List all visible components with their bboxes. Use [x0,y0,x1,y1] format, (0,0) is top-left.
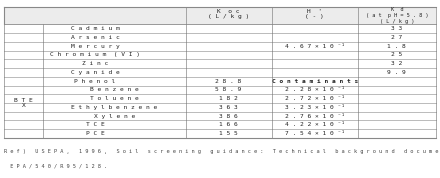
Text: 5 8 . 9: 5 8 . 9 [216,87,242,92]
Text: T C E: T C E [85,122,104,127]
Text: A r s e n i c: A r s e n i c [70,35,119,40]
Bar [4,7,436,24]
Text: 1 5 5: 1 5 5 [219,131,238,136]
Text: 1 . 8: 1 . 8 [387,44,406,49]
Text: C y a n i d e: C y a n i d e [70,70,119,75]
Text: B e n z e n e: B e n z e n e [90,87,139,92]
Text: 2 8 . 8: 2 8 . 8 [216,79,242,84]
Text: 2 . 7 2 × 1 0 ⁻¹: 2 . 7 2 × 1 0 ⁻¹ [285,96,345,101]
Text: P h e n o l: P h e n o l [74,79,116,84]
Text: C o n t a m i n a n t s: C o n t a m i n a n t s [272,79,358,84]
Text: E t h y l b e n z e n e: E t h y l b e n z e n e [71,105,158,110]
Text: 3 . 2 3 × 1 0 ⁻¹: 3 . 2 3 × 1 0 ⁻¹ [285,105,345,110]
Text: 4 . 6 7 × 1 0 ⁻¹: 4 . 6 7 × 1 0 ⁻¹ [285,44,345,49]
Text: 4 . 2 2 × 1 0 ⁻¹: 4 . 2 2 × 1 0 ⁻¹ [285,122,345,127]
Text: T o l u e n e: T o l u e n e [90,96,139,101]
Text: K  d
( a t  p H = 5 . 8 )
( L / k g ): K d ( a t p H = 5 . 8 ) ( L / k g ) [366,7,428,24]
Text: 2 5: 2 5 [391,53,403,57]
Text: X y l e n e: X y l e n e [94,114,135,119]
Text: M e r c u r y: M e r c u r y [70,44,119,49]
Text: 3 2: 3 2 [391,61,403,66]
Text: H  '
( - ): H ' ( - ) [305,9,324,19]
Text: 2 . 2 8 × 1 0 ⁻¹: 2 . 2 8 × 1 0 ⁻¹ [285,87,345,92]
Text: K  o c
( L / k g ): K o c ( L / k g ) [208,9,249,19]
Text: 9 . 9: 9 . 9 [387,70,406,75]
Text: 2 7: 2 7 [391,35,403,40]
Text: 3 3: 3 3 [391,26,403,31]
Text: 2 . 7 6 × 1 0 ⁻¹: 2 . 7 6 × 1 0 ⁻¹ [285,114,345,119]
Text: B T E
X: B T E X [15,98,33,108]
Text: P C E: P C E [85,131,104,136]
Text: 1 8 2: 1 8 2 [219,96,238,101]
Text: E P A / 5 4 0 / R 9 5 / 1 2 8 .: E P A / 5 4 0 / R 9 5 / 1 2 8 . [4,163,107,168]
Text: 1 6 6: 1 6 6 [219,122,238,127]
Text: R e f )   U S E P A ,   1 9 9 6 ,   S o i l   s c r e e n i n g   g u i d a n c : R e f ) U S E P A , 1 9 9 6 , S o i l s … [4,149,440,154]
Text: 7 . 5 4 × 1 0 ⁻¹: 7 . 5 4 × 1 0 ⁻¹ [285,131,345,136]
Text: C h r o m i u m  ( V I ): C h r o m i u m ( V I ) [50,53,140,57]
Text: 3 8 6: 3 8 6 [219,114,238,119]
Text: C a d m i u m: C a d m i u m [70,26,119,31]
Text: Z i n c: Z i n c [82,61,108,66]
Text: 3 6 3: 3 6 3 [219,105,238,110]
